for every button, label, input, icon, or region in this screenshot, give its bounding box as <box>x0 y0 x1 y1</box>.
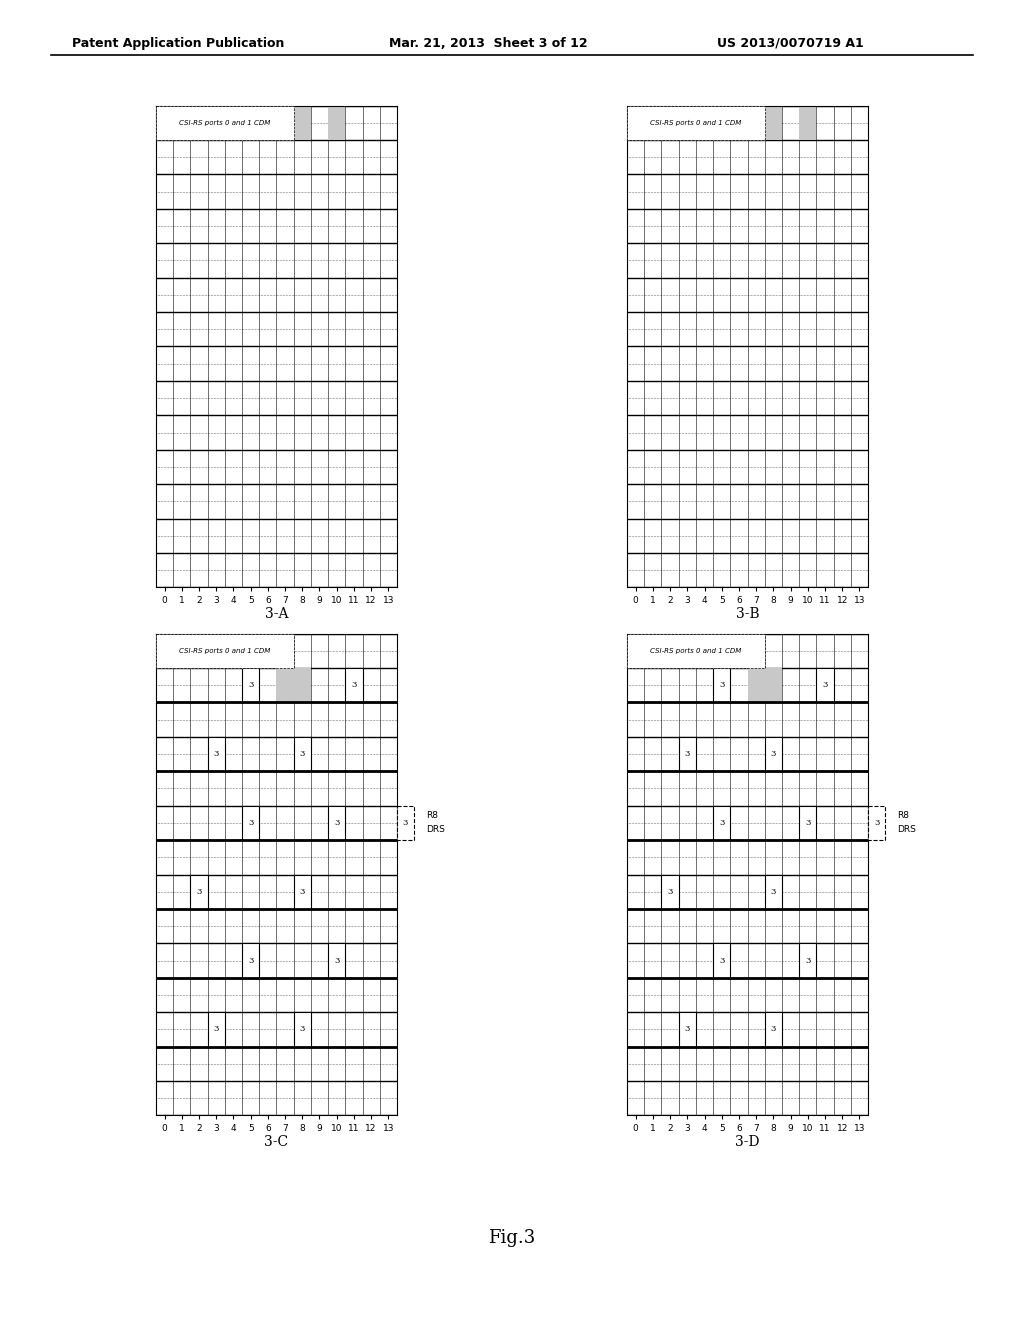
Bar <box>765 874 782 909</box>
Text: 3: 3 <box>197 888 202 896</box>
Text: 3-B: 3-B <box>735 607 760 620</box>
Bar <box>156 106 294 140</box>
Bar <box>748 668 765 702</box>
Text: 3: 3 <box>771 1026 776 1034</box>
Bar <box>765 737 782 771</box>
Bar <box>328 805 345 840</box>
Bar <box>627 634 765 668</box>
Bar <box>713 668 730 702</box>
Text: 3: 3 <box>214 1026 219 1034</box>
Bar <box>328 944 345 978</box>
Text: Patent Application Publication: Patent Application Publication <box>72 37 284 50</box>
Text: 3: 3 <box>334 957 339 965</box>
Text: 3: 3 <box>334 818 339 826</box>
Bar <box>276 668 294 702</box>
Text: CSI-RS ports 0 and 1 CDM: CSI-RS ports 0 and 1 CDM <box>179 120 270 125</box>
Text: CSI-RS ports 0 and 1 CDM: CSI-RS ports 0 and 1 CDM <box>179 648 270 653</box>
Text: 3-A: 3-A <box>265 607 288 620</box>
Text: 3: 3 <box>351 681 356 689</box>
Bar <box>242 805 259 840</box>
Text: R8: R8 <box>897 812 909 821</box>
Text: 3: 3 <box>685 750 690 758</box>
Text: 3: 3 <box>822 681 827 689</box>
Text: US 2013/0070719 A1: US 2013/0070719 A1 <box>717 37 863 50</box>
Bar <box>627 106 765 140</box>
Text: 3: 3 <box>300 750 305 758</box>
Bar <box>208 737 225 771</box>
Bar <box>816 668 834 702</box>
Text: 3-D: 3-D <box>735 1135 760 1148</box>
Bar <box>679 737 696 771</box>
Bar <box>294 668 311 702</box>
Bar <box>190 874 208 909</box>
Text: R8: R8 <box>426 812 438 821</box>
Bar <box>345 668 362 702</box>
Bar <box>799 106 816 140</box>
Bar <box>765 668 782 702</box>
Bar <box>294 1012 311 1047</box>
Text: 3: 3 <box>805 957 810 965</box>
Bar <box>294 106 311 140</box>
Bar <box>679 1012 696 1047</box>
Text: 3: 3 <box>719 818 724 826</box>
Bar <box>208 1012 225 1047</box>
Text: 3-C: 3-C <box>264 1135 289 1148</box>
Text: 3: 3 <box>300 1026 305 1034</box>
Bar <box>242 668 259 702</box>
Text: 3: 3 <box>248 818 253 826</box>
Text: DRS: DRS <box>426 825 445 834</box>
Text: 3: 3 <box>668 888 673 896</box>
Text: 3: 3 <box>248 681 253 689</box>
Text: 3: 3 <box>719 957 724 965</box>
Text: CSI-RS ports 0 and 1 CDM: CSI-RS ports 0 and 1 CDM <box>650 648 741 653</box>
Bar <box>242 944 259 978</box>
Bar <box>294 874 311 909</box>
Bar <box>156 634 294 668</box>
Bar <box>713 944 730 978</box>
Bar <box>662 874 679 909</box>
Text: DRS: DRS <box>897 825 916 834</box>
Bar <box>765 1012 782 1047</box>
Text: 3: 3 <box>214 750 219 758</box>
Text: 3: 3 <box>719 681 724 689</box>
Bar <box>397 805 414 840</box>
Text: Fig.3: Fig.3 <box>488 1229 536 1247</box>
Bar <box>765 106 782 140</box>
Bar <box>328 106 345 140</box>
Text: 3: 3 <box>771 888 776 896</box>
Text: 3: 3 <box>300 888 305 896</box>
Text: 3: 3 <box>873 818 880 826</box>
Bar <box>294 737 311 771</box>
Text: 3: 3 <box>771 750 776 758</box>
Text: 3: 3 <box>685 1026 690 1034</box>
Text: CSI-RS ports 0 and 1 CDM: CSI-RS ports 0 and 1 CDM <box>650 120 741 125</box>
Text: 3: 3 <box>248 957 253 965</box>
Text: Mar. 21, 2013  Sheet 3 of 12: Mar. 21, 2013 Sheet 3 of 12 <box>389 37 588 50</box>
Bar <box>868 805 885 840</box>
Bar <box>799 805 816 840</box>
Text: 3: 3 <box>805 818 810 826</box>
Bar <box>713 805 730 840</box>
Bar <box>799 944 816 978</box>
Text: 3: 3 <box>402 818 409 826</box>
